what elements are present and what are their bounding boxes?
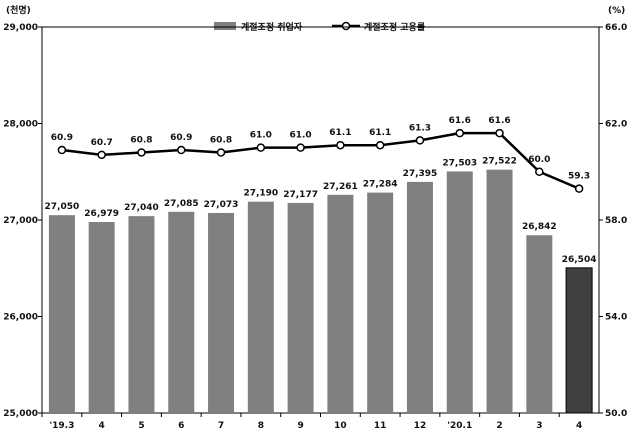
line-value-label: 59.3: [568, 172, 590, 182]
right-axis-unit: (%): [608, 6, 625, 16]
left-axis-tick-label: 25,000: [3, 409, 38, 419]
line-point: [177, 145, 186, 155]
bar: [327, 194, 354, 413]
line-value-label: 61.0: [250, 131, 272, 141]
x-axis-tick-label: 4: [99, 421, 105, 431]
x-axis-tick-label: 3: [536, 421, 542, 431]
left-axis-tick-label: 29,000: [3, 23, 38, 33]
line-series: [57, 128, 584, 193]
line-point: [336, 140, 345, 150]
bar-series: [48, 169, 593, 414]
bar-value-label: 27,503: [442, 158, 477, 168]
x-axis-tick-label: 12: [414, 421, 427, 431]
bar: [406, 181, 433, 413]
bar: [168, 211, 195, 413]
line-point: [137, 148, 146, 157]
line-point: [97, 150, 106, 160]
bar-value-label: 27,284: [363, 180, 398, 190]
bar-value-label: 27,177: [283, 190, 318, 200]
bar-value-label: 27,522: [482, 157, 517, 167]
bar-value-label: 26,842: [522, 222, 557, 232]
bar-value-label: 26,504: [562, 255, 597, 265]
line-point: [574, 184, 584, 193]
bar-value-label: 27,050: [45, 202, 80, 212]
line-value-label: 60.8: [130, 135, 152, 145]
x-axis-tick-label: 4: [576, 421, 582, 431]
bar: [565, 267, 593, 414]
right-axis-tick-label: 62.0: [605, 120, 627, 130]
line-value-label: 60.7: [91, 138, 113, 148]
x-axis-tick-label: '20.1: [447, 421, 472, 431]
bar: [48, 215, 75, 413]
left-axis-tick-label: 26,000: [3, 313, 38, 323]
line-value-label: 61.3: [409, 123, 431, 133]
bar-value-label: 27,395: [403, 169, 438, 179]
line-value-label: 61.1: [369, 128, 391, 138]
x-axis-tick-label: 11: [374, 421, 387, 431]
right-axis-tick-label: 54.0: [605, 313, 627, 323]
bar: [486, 169, 513, 413]
right-axis-tick-label: 50.0: [605, 409, 627, 419]
legend-bar-swatch: [214, 22, 236, 30]
bar: [247, 201, 274, 413]
line-point: [216, 148, 226, 157]
line-point: [455, 128, 464, 138]
left-axis-tick-label: 27,000: [3, 216, 38, 226]
line-value-label: 61.6: [488, 116, 510, 126]
bar: [367, 192, 394, 413]
line-value-label: 61.0: [289, 131, 311, 141]
line-value-label: 60.0: [528, 155, 550, 165]
legend-line-marker: [341, 21, 351, 31]
line-point: [535, 167, 544, 176]
x-axis-tick-label: 6: [178, 421, 184, 431]
left-axis: 25,000 26,000 27,000 28,000 29,000: [3, 23, 42, 419]
bar-value-label: 27,085: [164, 199, 199, 209]
x-axis-tick-label: 8: [258, 421, 264, 431]
bar: [446, 171, 473, 413]
bar: [287, 202, 314, 413]
bar: [526, 235, 553, 413]
right-axis: 50.0 54.0 58.0 62.0 66.0: [599, 23, 627, 419]
bar-value-label: 27,040: [124, 203, 159, 213]
line-value-label: 61.6: [449, 116, 471, 126]
line-point: [57, 145, 67, 155]
bar-value-label: 26,979: [84, 209, 119, 219]
right-axis-tick-label: 66.0: [605, 23, 627, 33]
line-value-label: 60.9: [51, 133, 73, 143]
bar-value-label: 27,190: [243, 189, 278, 199]
line-point: [256, 143, 266, 152]
bar-value-label: 27,261: [323, 182, 358, 192]
line-point: [495, 128, 504, 138]
x-axis-tick-label: 9: [297, 421, 303, 431]
line-value-label: 60.8: [210, 135, 232, 145]
line-point: [375, 140, 385, 150]
left-axis-unit: (천명): [6, 4, 31, 16]
bar-value-label: 27,073: [204, 200, 239, 210]
line-point: [415, 136, 425, 145]
plot-area: [41, 26, 600, 414]
bar: [128, 216, 155, 413]
line-path: [61, 131, 580, 190]
x-axis-tick-label: '19.3: [49, 421, 74, 431]
left-axis-tick-label: 28,000: [3, 120, 38, 130]
right-axis-tick-label: 58.0: [605, 216, 627, 226]
x-axis-tick-label: 5: [138, 421, 144, 431]
line-value-label: 61.1: [329, 128, 351, 138]
line-point: [296, 143, 305, 152]
bar: [208, 212, 235, 413]
line-value-labels: 60.9 60.7 60.8 60.9 60.8 61.0 61.0 61.1 61.1 61.3…: [51, 116, 590, 181]
x-axis-tick-label: 10: [334, 421, 347, 431]
line-value-label: 60.9: [170, 133, 192, 143]
bar: [88, 222, 115, 413]
x-axis-tick-label: 7: [218, 421, 224, 431]
bar-value-labels: 27,050 26,979 27,040 27,085 27,073 27,190 27,1…: [45, 157, 597, 265]
x-axis: '19.3 4 5 6 7 8 9 10 11 12 '20.1 2 3 4: [41, 413, 582, 431]
x-axis-tick-label: 2: [496, 421, 502, 431]
